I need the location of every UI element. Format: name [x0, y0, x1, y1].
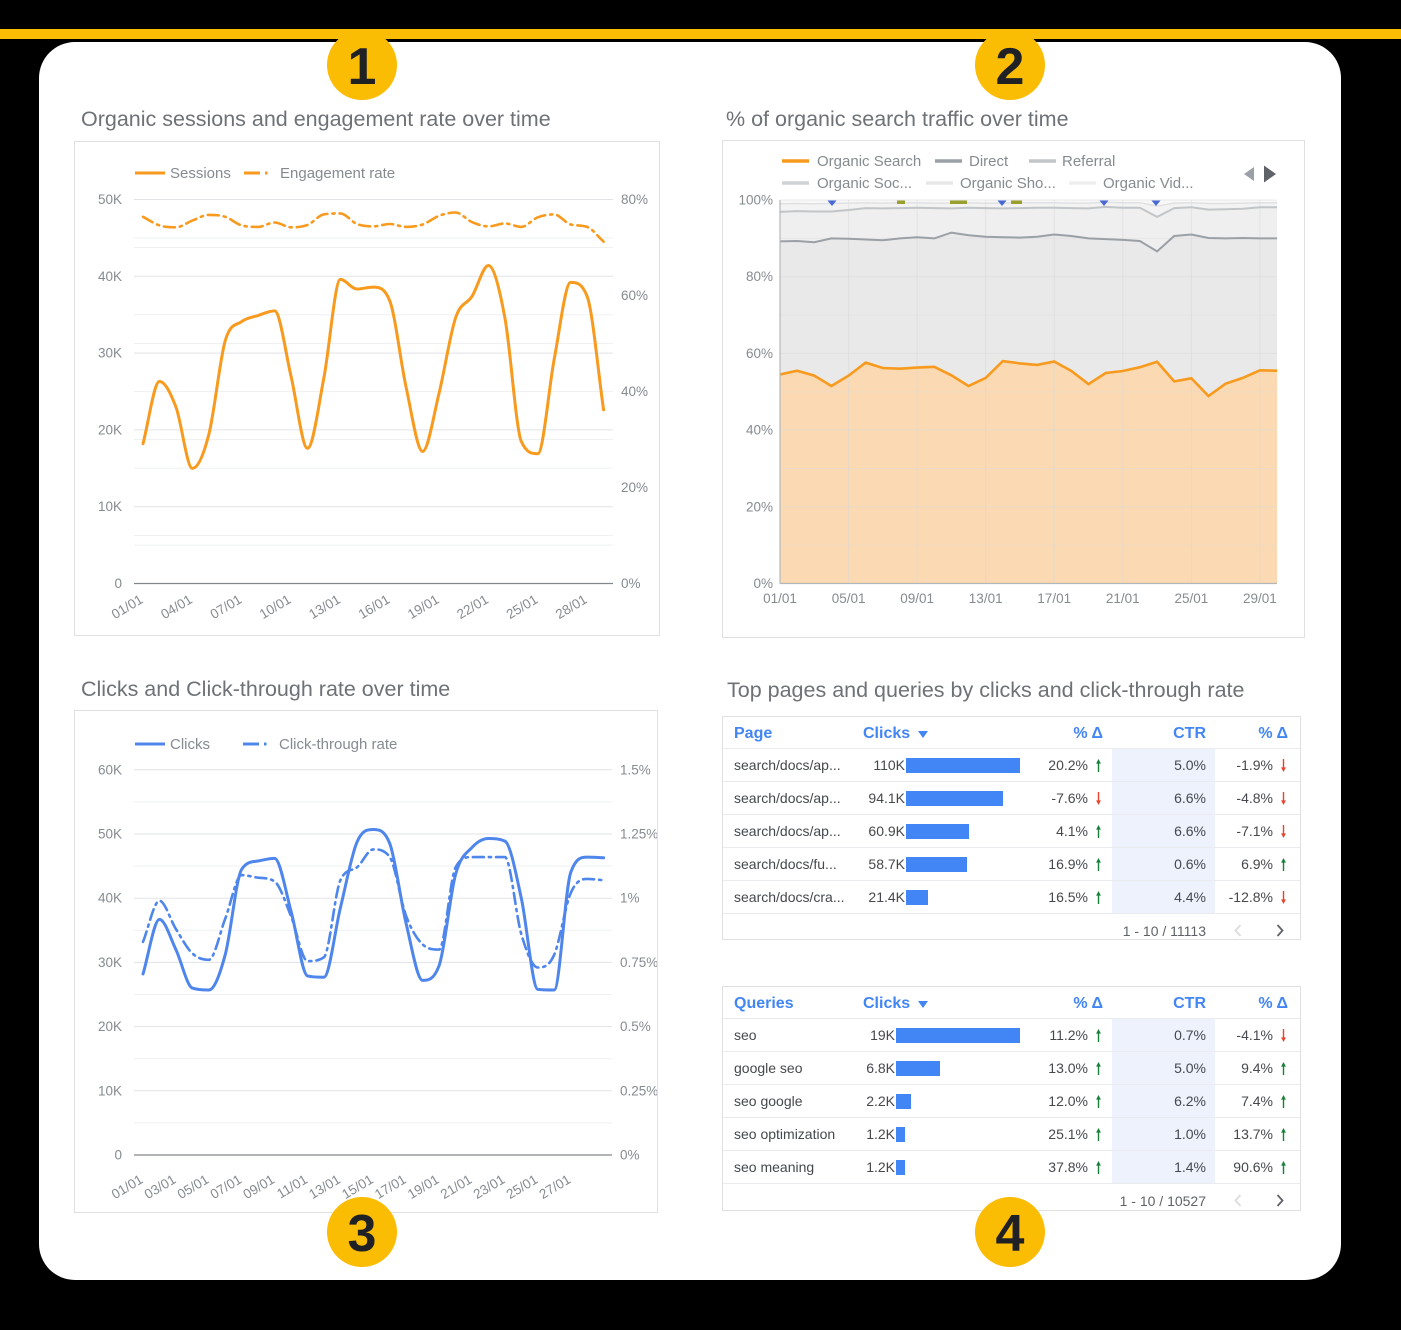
svg-text:60K: 60K — [98, 762, 122, 777]
svg-text:23/01: 23/01 — [471, 1172, 508, 1202]
svg-text:80%: 80% — [621, 192, 648, 207]
svg-text:27/01: 27/01 — [537, 1172, 574, 1202]
svg-text:0%: 0% — [753, 576, 773, 591]
svg-text:Referral: Referral — [1062, 153, 1115, 170]
svg-text:17/01: 17/01 — [1037, 591, 1071, 606]
svg-text:09/01: 09/01 — [240, 1172, 277, 1202]
svg-text:13/01: 13/01 — [306, 592, 343, 622]
svg-text:0%: 0% — [620, 1148, 640, 1163]
svg-text:09/01: 09/01 — [900, 591, 934, 606]
svg-text:21/01: 21/01 — [1106, 591, 1140, 606]
svg-text:22/01: 22/01 — [454, 592, 491, 622]
svg-text:19/01: 19/01 — [405, 1172, 442, 1202]
svg-text:10K: 10K — [98, 1083, 122, 1098]
svg-text:Sessions: Sessions — [170, 165, 231, 182]
svg-text:Organic Soc...: Organic Soc... — [817, 175, 912, 192]
svg-text:0.25%: 0.25% — [620, 1083, 657, 1098]
svg-text:13/01: 13/01 — [306, 1172, 343, 1202]
svg-text:0: 0 — [114, 1148, 122, 1163]
svg-text:100%: 100% — [738, 193, 773, 208]
svg-text:Organic Search: Organic Search — [817, 153, 921, 170]
svg-text:1%: 1% — [620, 891, 640, 906]
svg-text:11/01: 11/01 — [274, 1172, 310, 1202]
svg-text:28/01: 28/01 — [553, 592, 590, 622]
svg-text:0%: 0% — [621, 576, 641, 591]
svg-text:29/01: 29/01 — [1243, 591, 1277, 606]
svg-text:Organic Vid...: Organic Vid... — [1103, 175, 1194, 192]
svg-text:Engagement rate: Engagement rate — [280, 165, 395, 182]
svg-text:40K: 40K — [98, 269, 122, 284]
svg-text:30K: 30K — [98, 955, 122, 970]
svg-text:05/01: 05/01 — [832, 591, 866, 606]
svg-text:Clicks: Clicks — [170, 736, 210, 753]
svg-text:0: 0 — [114, 576, 122, 591]
svg-text:Click-through rate: Click-through rate — [279, 736, 397, 753]
svg-text:01/01: 01/01 — [763, 591, 797, 606]
svg-text:1.25%: 1.25% — [620, 827, 657, 842]
svg-text:25/01: 25/01 — [1175, 591, 1209, 606]
svg-text:50K: 50K — [98, 192, 122, 207]
svg-text:40%: 40% — [621, 384, 648, 399]
svg-text:01/01: 01/01 — [109, 592, 146, 622]
svg-text:20%: 20% — [746, 499, 773, 514]
svg-text:13/01: 13/01 — [969, 591, 1003, 606]
svg-text:03/01: 03/01 — [142, 1172, 179, 1202]
svg-text:05/01: 05/01 — [175, 1172, 212, 1202]
svg-text:10K: 10K — [98, 499, 122, 514]
svg-text:60%: 60% — [621, 288, 648, 303]
svg-text:21/01: 21/01 — [438, 1172, 475, 1202]
svg-text:25/01: 25/01 — [504, 1172, 541, 1202]
svg-text:Direct: Direct — [969, 153, 1009, 170]
svg-text:1.5%: 1.5% — [620, 762, 651, 777]
svg-text:30K: 30K — [98, 346, 122, 361]
svg-text:80%: 80% — [746, 269, 773, 284]
svg-text:0.75%: 0.75% — [620, 955, 657, 970]
svg-text:60%: 60% — [746, 346, 773, 361]
svg-text:40K: 40K — [98, 891, 122, 906]
svg-text:25/01: 25/01 — [504, 592, 541, 622]
svg-text:04/01: 04/01 — [158, 592, 195, 622]
svg-text:10/01: 10/01 — [257, 592, 294, 622]
svg-text:01/01: 01/01 — [109, 1172, 146, 1202]
svg-text:17/01: 17/01 — [372, 1172, 409, 1202]
svg-text:0.5%: 0.5% — [620, 1019, 651, 1034]
svg-text:16/01: 16/01 — [356, 592, 393, 622]
svg-text:Organic Sho...: Organic Sho... — [960, 175, 1056, 192]
svg-text:50K: 50K — [98, 827, 122, 842]
svg-text:20K: 20K — [98, 422, 122, 437]
svg-text:07/01: 07/01 — [208, 1172, 245, 1202]
svg-text:40%: 40% — [746, 423, 773, 438]
svg-text:20%: 20% — [621, 480, 648, 495]
svg-text:07/01: 07/01 — [208, 592, 245, 622]
svg-text:19/01: 19/01 — [405, 592, 442, 622]
svg-text:20K: 20K — [98, 1019, 122, 1034]
